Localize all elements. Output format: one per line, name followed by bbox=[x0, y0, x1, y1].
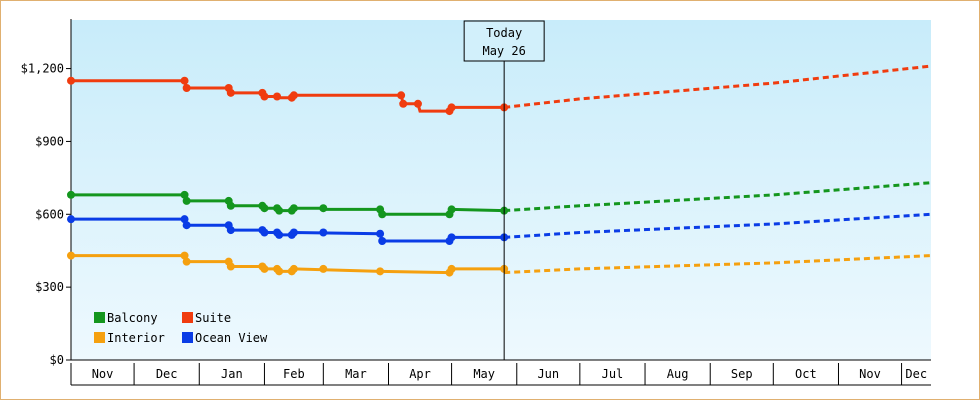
series-point-suite bbox=[260, 92, 269, 101]
x-month-label: Sep bbox=[731, 367, 753, 381]
series-point-interior bbox=[260, 264, 269, 273]
legend-swatch bbox=[94, 312, 105, 323]
series-point-suite bbox=[180, 76, 189, 85]
series-point-balcony bbox=[182, 196, 191, 205]
series-point-interior bbox=[180, 251, 189, 260]
series-point-interior bbox=[376, 267, 385, 276]
series-point-balcony bbox=[226, 201, 235, 210]
series-forecast-interior bbox=[504, 254, 932, 275]
x-month-label: May bbox=[473, 367, 495, 381]
series-point-ocean-view bbox=[226, 226, 235, 235]
series-point-interior bbox=[319, 264, 328, 273]
legend-swatch bbox=[182, 332, 193, 343]
series-point-suite bbox=[447, 103, 456, 112]
series-point-ocean-view bbox=[376, 229, 385, 238]
series-point-interior bbox=[67, 251, 75, 260]
series-point-balcony bbox=[67, 190, 75, 199]
plot-area bbox=[71, 20, 931, 360]
legend-label: Ocean View bbox=[195, 331, 268, 345]
series-point-interior bbox=[226, 262, 235, 271]
series-point-suite bbox=[182, 84, 191, 92]
series-point-balcony bbox=[447, 205, 456, 214]
series-point-balcony bbox=[289, 204, 298, 213]
series-point-ocean-view bbox=[180, 215, 189, 224]
x-month-label: Oct bbox=[795, 367, 817, 381]
series-point-suite bbox=[397, 91, 406, 100]
series-point-interior bbox=[447, 264, 456, 273]
series-point-suite bbox=[67, 76, 75, 85]
x-month-label: Jul bbox=[602, 367, 624, 381]
series-point-suite bbox=[399, 99, 408, 108]
series-point-ocean-view bbox=[378, 237, 387, 245]
today-label-line2: May 26 bbox=[482, 44, 525, 58]
series-point-balcony bbox=[275, 206, 284, 215]
y-tick-label: $600 bbox=[35, 207, 64, 221]
series-point-suite bbox=[413, 99, 422, 108]
series-point-interior bbox=[289, 264, 298, 273]
today-label-line1: Today bbox=[486, 26, 522, 40]
series-point-balcony bbox=[319, 204, 328, 213]
series-point-interior bbox=[275, 267, 284, 276]
x-month-label: Feb bbox=[283, 367, 305, 381]
x-month-label: Mar bbox=[345, 367, 367, 381]
x-month-label: Nov bbox=[859, 367, 881, 381]
y-tick-label: $900 bbox=[35, 134, 64, 148]
y-tick-label: $300 bbox=[35, 280, 64, 294]
series-forecast-suite bbox=[504, 64, 932, 109]
series-point-ocean-view bbox=[319, 228, 328, 237]
legend-swatch bbox=[182, 312, 193, 323]
series-point-ocean-view bbox=[67, 215, 75, 224]
series-point-suite bbox=[273, 92, 282, 101]
series-point-balcony bbox=[260, 204, 269, 213]
y-tick-label: $1,200 bbox=[21, 62, 64, 76]
x-month-label: Jan bbox=[221, 367, 243, 381]
series-line-balcony bbox=[71, 193, 505, 216]
series-forecast-balcony bbox=[504, 181, 932, 213]
series-point-ocean-view bbox=[182, 221, 191, 230]
legend-swatch bbox=[94, 332, 105, 343]
series-point-ocean-view bbox=[289, 228, 298, 237]
series-forecast-ocean-view bbox=[504, 212, 932, 239]
series-point-suite bbox=[226, 88, 235, 97]
x-month-label: Apr bbox=[409, 367, 431, 381]
series-point-ocean-view bbox=[447, 233, 456, 242]
x-month-label: Dec bbox=[905, 367, 927, 381]
legend-label: Interior bbox=[107, 331, 165, 345]
series-point-ocean-view bbox=[260, 228, 269, 237]
series-point-balcony bbox=[378, 210, 387, 219]
series-point-interior bbox=[182, 257, 191, 266]
legend-label: Suite bbox=[195, 311, 231, 325]
y-tick-label: $0 bbox=[50, 353, 64, 367]
legend-label: Balcony bbox=[107, 311, 158, 325]
x-month-label: Aug bbox=[667, 367, 689, 381]
series-point-balcony bbox=[180, 190, 189, 199]
series-line-suite bbox=[71, 79, 505, 113]
series-point-ocean-view bbox=[275, 230, 284, 239]
today-label-box bbox=[463, 20, 545, 62]
x-month-label: Dec bbox=[156, 367, 178, 381]
series-point-suite bbox=[289, 91, 298, 100]
x-month-label: Nov bbox=[92, 367, 114, 381]
x-month-label: Jun bbox=[537, 367, 559, 381]
